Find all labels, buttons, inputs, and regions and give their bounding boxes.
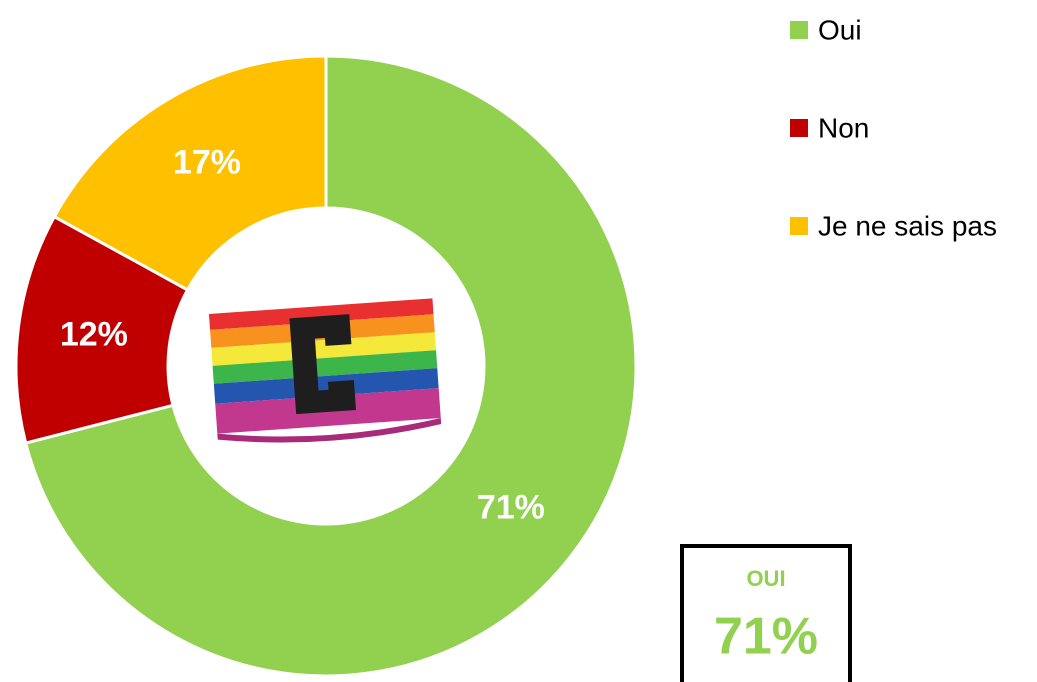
annotation-text: 71% bbox=[714, 608, 818, 666]
legend-swatch bbox=[790, 217, 808, 235]
slice bbox=[52, 54, 328, 292]
donut: 71% 12% 17% bbox=[14, 54, 638, 678]
legend-label: Oui bbox=[818, 14, 862, 45]
data-label: 71% bbox=[477, 488, 545, 526]
legend-label: Je ne sais pas bbox=[818, 210, 997, 241]
legend-swatch bbox=[790, 119, 808, 137]
legend: Oui Non Je ne sais pas bbox=[790, 14, 997, 241]
slice bbox=[23, 54, 638, 678]
legend-label: Non bbox=[818, 112, 869, 143]
annotation-label: OUI bbox=[746, 566, 785, 591]
captain-armband bbox=[208, 298, 442, 443]
data-label: 12% bbox=[60, 316, 128, 354]
legend-swatch bbox=[790, 21, 808, 39]
annotation-box bbox=[680, 544, 852, 682]
data-label: 17% bbox=[173, 144, 241, 182]
